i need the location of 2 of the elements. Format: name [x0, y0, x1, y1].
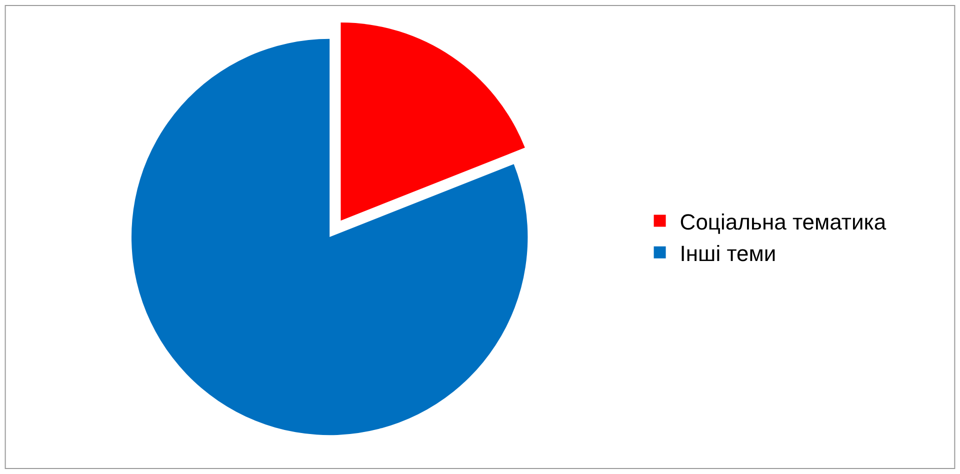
legend-label: Інші теми [680, 240, 776, 266]
legend-label: Соціальна тематика [680, 209, 887, 234]
